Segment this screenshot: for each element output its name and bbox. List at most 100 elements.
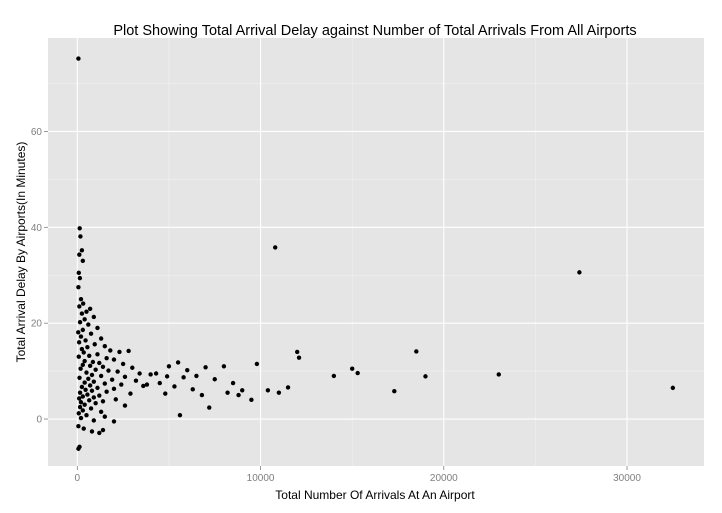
data-point: [85, 392, 90, 397]
data-point: [77, 404, 83, 410]
data-point: [97, 430, 102, 436]
data-points: [76, 56, 676, 451]
data-point: [78, 366, 83, 371]
data-point: [166, 364, 172, 369]
data-point: [137, 371, 142, 376]
y-tick-label: 0: [36, 415, 42, 426]
plot-panel: [48, 38, 704, 466]
data-point: [177, 412, 183, 418]
data-point: [240, 388, 245, 393]
data-point: [89, 372, 95, 378]
data-point: [80, 408, 86, 413]
data-point: [88, 406, 94, 411]
data-point: [113, 397, 118, 402]
y-axis-tick-labels: 0 20 40 60: [31, 127, 43, 426]
data-point: [106, 368, 111, 373]
data-point: [97, 393, 102, 398]
data-point: [91, 379, 97, 384]
data-point: [84, 309, 89, 314]
x-tick-label: 10000: [247, 473, 275, 484]
data-point: [163, 391, 168, 396]
y-axis-title: Total Arrival Delay By Airports(In Minut…: [14, 142, 28, 363]
data-point: [144, 382, 150, 387]
x-tick-label: 30000: [613, 473, 641, 484]
data-point: [86, 376, 91, 381]
data-point: [273, 245, 278, 250]
data-point: [126, 348, 131, 354]
data-point: [79, 311, 85, 316]
data-point: [80, 327, 86, 333]
data-point: [141, 383, 146, 389]
data-point: [80, 258, 86, 264]
data-point: [81, 350, 86, 355]
data-point: [83, 387, 88, 392]
data-point: [90, 359, 96, 365]
data-point: [130, 365, 135, 370]
data-point: [76, 354, 81, 359]
data-point: [76, 411, 81, 416]
data-point: [115, 369, 120, 374]
x-axis-tick-labels: 0 10000 20000 30000: [75, 473, 642, 484]
minor-gridlines: [48, 38, 704, 466]
data-point: [97, 360, 102, 366]
data-point: [76, 56, 81, 61]
data-point: [76, 330, 81, 335]
data-point: [77, 275, 83, 281]
chart-title: Plot Showing Total Arrival Delay against…: [113, 23, 636, 39]
data-point: [87, 306, 93, 311]
data-point: [172, 384, 177, 389]
data-point: [111, 386, 117, 392]
data-point: [577, 270, 582, 275]
x-tick-label: 20000: [430, 473, 458, 484]
data-point: [194, 373, 199, 379]
data-point: [79, 384, 85, 390]
data-point: [76, 340, 82, 345]
data-point: [77, 304, 82, 309]
x-axis-title: Total Number Of Arrivals At An Airport: [275, 488, 475, 502]
data-point: [296, 355, 302, 360]
data-point: [119, 382, 124, 387]
data-point: [84, 370, 89, 375]
y-tick-label: 60: [31, 127, 43, 138]
data-point: [77, 252, 82, 257]
data-point: [102, 414, 108, 419]
data-point: [80, 362, 86, 368]
data-point: [77, 375, 82, 381]
data-point: [203, 365, 208, 370]
data-point: [79, 248, 85, 253]
data-point: [349, 366, 355, 371]
data-point: [93, 367, 98, 372]
data-point: [285, 385, 291, 390]
data-point: [86, 322, 91, 327]
data-point: [100, 427, 106, 433]
data-point: [181, 375, 186, 380]
data-point: [100, 364, 106, 369]
data-point: [414, 349, 419, 354]
data-point: [185, 367, 190, 373]
data-point: [225, 390, 230, 395]
data-point: [221, 364, 227, 369]
data-point: [80, 301, 86, 306]
data-point: [78, 415, 84, 421]
data-point: [122, 374, 128, 380]
data-point: [295, 349, 300, 355]
data-point: [87, 398, 92, 403]
data-point: [82, 317, 87, 322]
data-point: [91, 418, 97, 423]
data-point: [212, 377, 217, 382]
data-point: [207, 405, 212, 410]
data-point: [670, 385, 676, 391]
data-point: [423, 374, 428, 379]
data-point: [77, 226, 82, 231]
data-point: [276, 390, 282, 395]
data-point: [122, 403, 128, 408]
data-point: [88, 331, 94, 336]
data-point: [87, 363, 93, 369]
data-point: [109, 377, 115, 382]
data-point: [91, 395, 97, 400]
data-point: [93, 401, 98, 406]
data-point: [117, 349, 122, 355]
data-point: [77, 320, 83, 325]
data-point: [102, 381, 108, 386]
